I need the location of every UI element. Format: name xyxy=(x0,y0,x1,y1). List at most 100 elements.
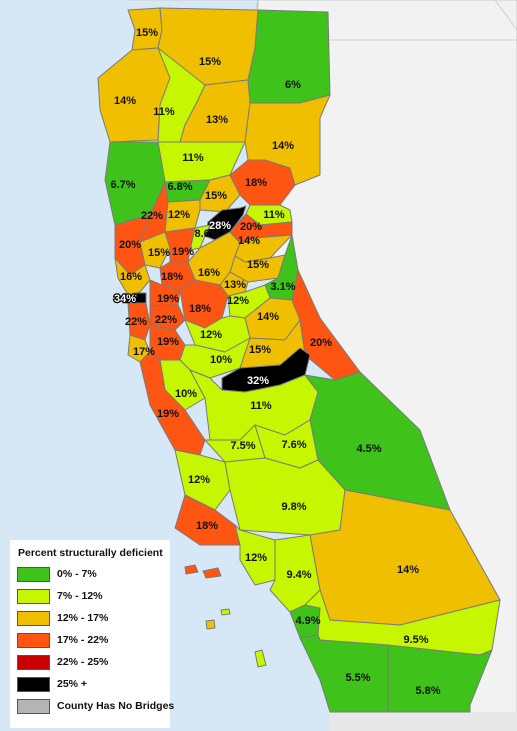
county-label: 11% xyxy=(250,400,272,412)
county-label: 9.8% xyxy=(281,501,306,513)
legend-label: 17% - 22% xyxy=(57,634,109,646)
channel-island xyxy=(202,567,222,579)
channel-island xyxy=(254,649,267,668)
state-border-line xyxy=(494,0,517,31)
county-label: 6% xyxy=(285,79,301,91)
county-region xyxy=(204,205,247,241)
county-label: 7.5% xyxy=(230,440,255,452)
county-label: 18% xyxy=(196,520,218,532)
legend-swatch xyxy=(17,567,50,582)
county-region xyxy=(224,457,346,536)
county-region xyxy=(387,644,493,713)
county-label: 20% xyxy=(240,221,262,233)
county-label: 14% xyxy=(397,564,419,576)
legend-label: 22% - 25% xyxy=(57,656,109,668)
county-label: 22% xyxy=(141,210,163,222)
county-label: 9.4% xyxy=(286,569,311,581)
county-label: 15% xyxy=(249,344,271,356)
county-region xyxy=(135,292,147,304)
legend-item: County Has No Bridges xyxy=(17,699,174,715)
county-region xyxy=(114,257,151,296)
county-label: 8.6% xyxy=(194,228,219,240)
county-label: 5.5% xyxy=(345,672,370,684)
counties-layer xyxy=(97,7,501,713)
legend-label: County Has No Bridges xyxy=(57,700,175,712)
county-label: 16% xyxy=(198,267,220,279)
county-region xyxy=(149,304,186,331)
county-label: 10% xyxy=(210,354,232,366)
county-label: 6.7% xyxy=(110,179,135,191)
legend-label: 12% - 17% xyxy=(57,612,109,624)
legend-swatch xyxy=(17,655,50,670)
county-region xyxy=(127,302,151,341)
county-label: 15% xyxy=(136,27,158,39)
county-label: 19% xyxy=(172,246,194,258)
county-label: 7.6% xyxy=(281,439,306,451)
county-label: 4.9% xyxy=(295,615,320,627)
legend-label: 0% - 7% xyxy=(57,568,97,580)
legend-item: 22% - 25% xyxy=(17,655,167,671)
legend-swatch xyxy=(17,677,50,692)
county-label: 20% xyxy=(310,337,332,349)
channel-island xyxy=(205,619,216,630)
county-labels: 15% 15% 6% 14% 11% 13% 14% 11% 6.7% 6.8%… xyxy=(110,27,440,697)
legend-swatch xyxy=(17,611,50,626)
county-label: 13% xyxy=(224,279,246,291)
county-label: 15% xyxy=(148,247,170,259)
legend-swatch xyxy=(17,633,50,648)
channel-island xyxy=(184,564,199,575)
county-label: 14% xyxy=(238,235,260,247)
map-legend: Percent structurally deficient 0% - 7% 7%… xyxy=(10,540,174,728)
county-label: 14% xyxy=(272,140,294,152)
channel-island xyxy=(220,608,231,616)
county-label: 32% xyxy=(247,375,269,387)
county-label: 13% xyxy=(206,114,228,126)
county-label: 16% xyxy=(120,271,142,283)
mexico-land xyxy=(330,712,517,731)
county-region xyxy=(229,159,296,206)
county-label: 3.1% xyxy=(270,281,295,293)
county-label: 18% xyxy=(189,303,211,315)
county-label: 28% xyxy=(209,220,231,232)
county-region xyxy=(164,199,201,233)
county-label: 11% xyxy=(182,152,204,164)
county-label: 4.5% xyxy=(356,443,381,455)
county-label: 22% xyxy=(125,316,147,328)
legend-item: 12% - 17% xyxy=(17,611,167,627)
county-region xyxy=(234,524,276,586)
county-label: 5.8% xyxy=(415,685,440,697)
legend-swatch xyxy=(17,589,50,604)
county-label: 14% xyxy=(114,95,136,107)
county-region xyxy=(304,589,501,656)
county-label: 10% xyxy=(175,388,197,400)
county-region xyxy=(139,231,171,269)
county-region xyxy=(139,351,206,456)
county-label: 19% xyxy=(157,408,179,420)
county-label: 22% xyxy=(155,314,177,326)
legend-swatch xyxy=(17,699,50,714)
county-label: 19% xyxy=(157,336,179,348)
county-label: 11% xyxy=(153,106,175,118)
county-label: 34% xyxy=(114,293,136,305)
legend-item: 0% - 7% xyxy=(17,567,167,583)
county-label: 12% xyxy=(227,295,249,307)
county-label: 12% xyxy=(245,552,267,564)
legend-label: 25% + xyxy=(57,678,88,690)
legend-title: Percent structurally deficient xyxy=(18,547,163,559)
county-label: 14% xyxy=(257,311,279,323)
county-label: 6.8% xyxy=(167,181,192,193)
legend-item: 7% - 12% xyxy=(17,589,167,605)
legend-label: 7% - 12% xyxy=(57,590,103,602)
county-region xyxy=(149,279,181,307)
county-label: 18% xyxy=(161,271,183,283)
county-label: 11% xyxy=(263,209,285,221)
county-label: 18% xyxy=(245,177,267,189)
county-label: 15% xyxy=(247,259,269,271)
county-label: 19% xyxy=(157,293,179,305)
county-label: 9.5% xyxy=(403,634,428,646)
county-label: 12% xyxy=(188,474,210,486)
county-label: 12% xyxy=(168,209,190,221)
county-label: 17% xyxy=(133,346,155,358)
county-label: 12% xyxy=(200,329,222,341)
